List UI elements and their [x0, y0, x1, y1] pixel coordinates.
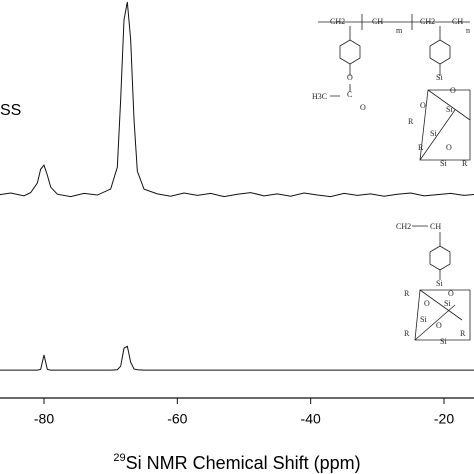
structure-text: O: [446, 143, 452, 152]
structure-text: CH2: [330, 17, 345, 26]
structure-text: R: [404, 329, 410, 338]
x-axis-title-superscript: 29: [113, 452, 125, 464]
x-axis-title: 29Si NMR Chemical Shift (ppm): [113, 452, 360, 473]
spectrum-label: SS: [0, 102, 21, 119]
spectrum-line: [0, 345, 474, 371]
structure-text: R: [408, 117, 414, 126]
structure-text: CH2: [396, 222, 411, 231]
x-tick-label: -80: [34, 411, 54, 427]
structure-text: Si: [436, 73, 443, 82]
structure-text: R: [460, 329, 466, 338]
bonds: [318, 14, 470, 40]
bonds: [414, 270, 471, 341]
structure-text: Si: [446, 105, 453, 114]
bonds: [330, 64, 471, 161]
structure-text: O: [360, 103, 366, 112]
structure-text: Si: [436, 279, 443, 288]
x-tick-label: -20: [434, 411, 454, 427]
structure-text: CH2: [420, 17, 435, 26]
structure-text: C: [347, 90, 352, 99]
structure-text: Si: [430, 129, 437, 138]
structure-text: R: [404, 289, 410, 298]
structure-text: R: [462, 159, 468, 168]
structure-text: H3C: [312, 92, 327, 101]
ring: [429, 245, 451, 271]
structure-text: R: [418, 143, 424, 152]
structure-text: Si: [440, 159, 447, 168]
ring: [339, 39, 361, 65]
structure-text: O: [347, 73, 353, 82]
structure-bottom: CH2 CH Si O Si R O Si R O Si R: [396, 222, 471, 346]
structure-text: m: [396, 26, 403, 35]
structure-text: CH: [452, 17, 463, 26]
x-tick-label: -60: [167, 411, 187, 427]
structure-top: CH2 CH m CH2 CH n O C H3C O Si O Si O R …: [312, 14, 471, 168]
structure-text: O: [450, 86, 456, 95]
ring: [429, 39, 451, 65]
structure-text: Si: [420, 315, 427, 324]
structure-text: CH: [372, 17, 383, 26]
x-axis-title-text: Si NMR Chemical Shift (ppm): [126, 453, 361, 473]
structure-text: Si: [444, 299, 451, 308]
x-tick-label: -40: [301, 411, 321, 427]
structure-text: O: [424, 299, 430, 308]
structure-text: CH: [430, 222, 441, 231]
structure-text: O: [448, 289, 454, 298]
structure-text: Si: [440, 337, 447, 346]
structure-text: O: [420, 101, 426, 110]
spectrum-line: [0, 1, 474, 198]
structure-text: n: [466, 26, 470, 35]
bonds: [412, 225, 441, 246]
structure-text: O: [436, 321, 442, 330]
